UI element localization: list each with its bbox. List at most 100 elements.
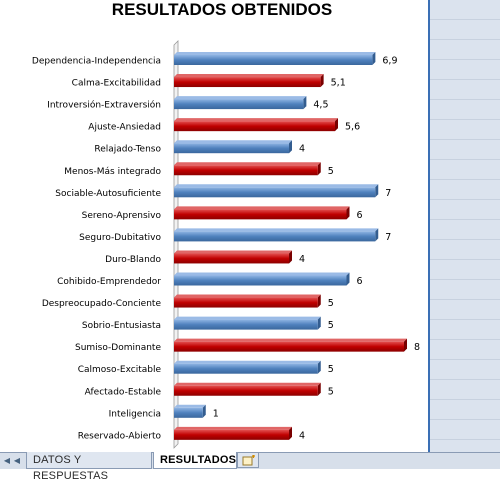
category-label: Calma-Excitabilidad (72, 79, 161, 89)
bar-front-face (174, 275, 347, 286)
category-label: Menos-Más integrado (64, 167, 161, 177)
bar[interactable] (174, 74, 324, 88)
bar-end-face (317, 294, 321, 308)
bar-front-face (174, 407, 203, 418)
bar[interactable] (174, 162, 321, 176)
tab-label: DATOS Y RESPUESTAS (33, 454, 109, 482)
bar-top-face (174, 162, 321, 166)
bar[interactable] (174, 426, 292, 440)
value-label: 7 (385, 188, 391, 199)
chart-title: RESULTADOS OBTENIDOS (112, 0, 332, 19)
bar-front-face (174, 341, 404, 352)
bar[interactable] (174, 206, 350, 220)
cell-gridline (430, 279, 500, 280)
bar-front-face (174, 297, 318, 308)
cell-gridline (430, 19, 500, 20)
category-label: Relajado-Tenso (94, 145, 161, 155)
value-label: 5,1 (331, 78, 346, 89)
cell-gridline (430, 99, 500, 100)
bar-front-face (174, 385, 318, 396)
value-labels: 6,9 5,14,5 5,6 4 5 7 6 7 4 6 5 5 8 5 5 1 4 (209, 53, 423, 441)
bar[interactable] (174, 118, 338, 132)
value-label: 6 (357, 276, 363, 287)
chart-object[interactable]: RESULTADOS OBTENIDOS Dependencia-Indepen… (0, 0, 430, 452)
worksheet-cells[interactable] (430, 0, 500, 452)
bar-end-face (317, 382, 321, 396)
cell-gridline (430, 139, 500, 140)
bar[interactable] (174, 184, 379, 198)
bar-top-face (174, 140, 292, 144)
bar-top-face (174, 206, 350, 210)
cell-gridline (430, 179, 500, 180)
sheet-tab-bar: ◀ ◀ DATOS Y RESPUESTAS RESULTADOS (0, 452, 500, 482)
insert-worksheet-icon (242, 455, 255, 466)
cell-gridline (430, 39, 500, 40)
value-label-box (327, 75, 352, 89)
cell-gridline (430, 239, 500, 240)
bar[interactable] (174, 272, 350, 286)
bar-top-face (174, 404, 206, 408)
cell-gridline (430, 159, 500, 160)
value-label: 5 (328, 364, 334, 375)
tab-resultados[interactable]: RESULTADOS (153, 452, 237, 469)
bar[interactable] (174, 382, 321, 396)
bar-end-face (202, 404, 206, 418)
bar-front-face (174, 121, 335, 132)
value-label-box (296, 251, 308, 265)
value-label-box (324, 163, 337, 177)
category-label: Afectado-Estable (85, 387, 162, 397)
category-label: Introversión-Extraversión (47, 100, 161, 111)
value-label-box (353, 207, 366, 221)
bar-front-face (174, 55, 373, 65)
bar[interactable] (174, 316, 321, 330)
bar[interactable] (174, 360, 321, 374)
bar[interactable] (174, 404, 206, 418)
bar-chart: RESULTADOS OBTENIDOS Dependencia-Indepen… (31, 0, 423, 449)
cell-gridline (430, 319, 500, 320)
bar[interactable] (174, 338, 407, 352)
bar-front-face (174, 77, 321, 88)
category-label: Sobrio-Entusiasta (82, 321, 161, 331)
category-label: Duro-Blando (105, 255, 161, 265)
bar-end-face (317, 360, 321, 374)
bar-top-face (174, 96, 307, 100)
value-label-box (379, 53, 404, 66)
category-label: Reservado-Abierto (78, 431, 162, 441)
bar-top-face (174, 272, 350, 276)
bar[interactable] (174, 140, 292, 154)
bar-end-face (289, 140, 292, 154)
bar-top-face (174, 228, 379, 232)
bar-top-face (174, 74, 324, 78)
bar-front-face (174, 143, 289, 154)
cell-gridline (430, 339, 500, 340)
cell-gridline (430, 259, 500, 260)
value-label-box (310, 97, 335, 111)
bar[interactable] (174, 96, 307, 110)
cell-gridline (430, 399, 500, 400)
bar-end-face (375, 228, 379, 242)
bar-front-face (174, 99, 304, 110)
cell-gridline (430, 299, 500, 300)
value-label-box (296, 427, 308, 441)
category-label: Inteligencia (109, 409, 161, 419)
value-label: 4,5 (313, 100, 328, 111)
bar-front-face (174, 209, 347, 220)
value-label-box (209, 405, 222, 419)
bar[interactable] (174, 250, 292, 264)
value-label-box (411, 339, 423, 353)
cell-gridline (430, 59, 500, 60)
cell-gridline (430, 79, 500, 80)
bar[interactable] (174, 228, 379, 242)
bar[interactable] (174, 294, 321, 308)
prev-sheet-icon[interactable]: ◀ (13, 456, 21, 465)
value-label-box (382, 185, 395, 199)
insert-worksheet-button[interactable] (237, 453, 259, 468)
value-label-box (324, 295, 337, 309)
category-label: Sereno-Aprensivo (82, 211, 162, 221)
first-sheet-icon[interactable]: ◀ (3, 456, 11, 465)
category-label: Dependencia-Independencia (32, 57, 161, 67)
value-label: 4 (299, 254, 305, 265)
bar[interactable] (174, 52, 376, 65)
bar-top-face (174, 338, 407, 342)
tab-datos-y-respuestas[interactable]: DATOS Y RESPUESTAS (26, 452, 152, 482)
